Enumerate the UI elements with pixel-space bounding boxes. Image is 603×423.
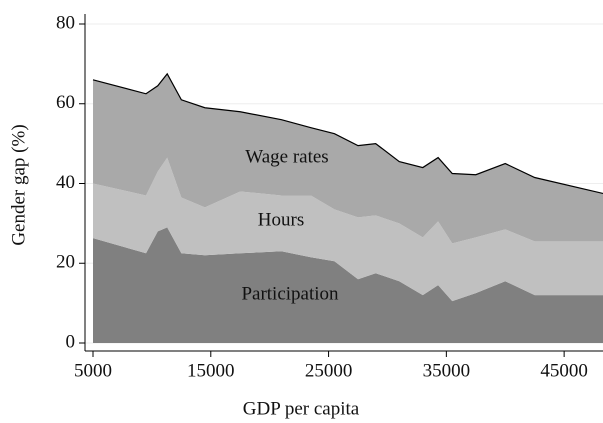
area-label: Participation xyxy=(241,283,339,304)
x-tick-label: 5000 xyxy=(74,360,112,381)
area-label: Wage rates xyxy=(245,146,328,167)
x-axis-title: GDP per capita xyxy=(243,398,360,419)
area-label: Hours xyxy=(258,209,304,230)
y-tick-label: 80 xyxy=(56,12,75,33)
area xyxy=(93,73,603,244)
area xyxy=(93,157,603,302)
y-tick-label: 20 xyxy=(56,252,75,273)
x-tick-label: 45000 xyxy=(540,360,588,381)
x-tick-label: 25000 xyxy=(305,360,353,381)
area xyxy=(93,227,603,343)
x-tick-label: 15000 xyxy=(187,360,235,381)
x-tick-label: 35000 xyxy=(423,360,471,381)
y-tick-label: 0 xyxy=(66,331,76,352)
y-tick-label: 60 xyxy=(56,92,75,113)
top-line xyxy=(92,72,603,195)
y-tick-label: 40 xyxy=(56,172,75,193)
y-axis-title: Gender gap (%) xyxy=(8,124,29,245)
